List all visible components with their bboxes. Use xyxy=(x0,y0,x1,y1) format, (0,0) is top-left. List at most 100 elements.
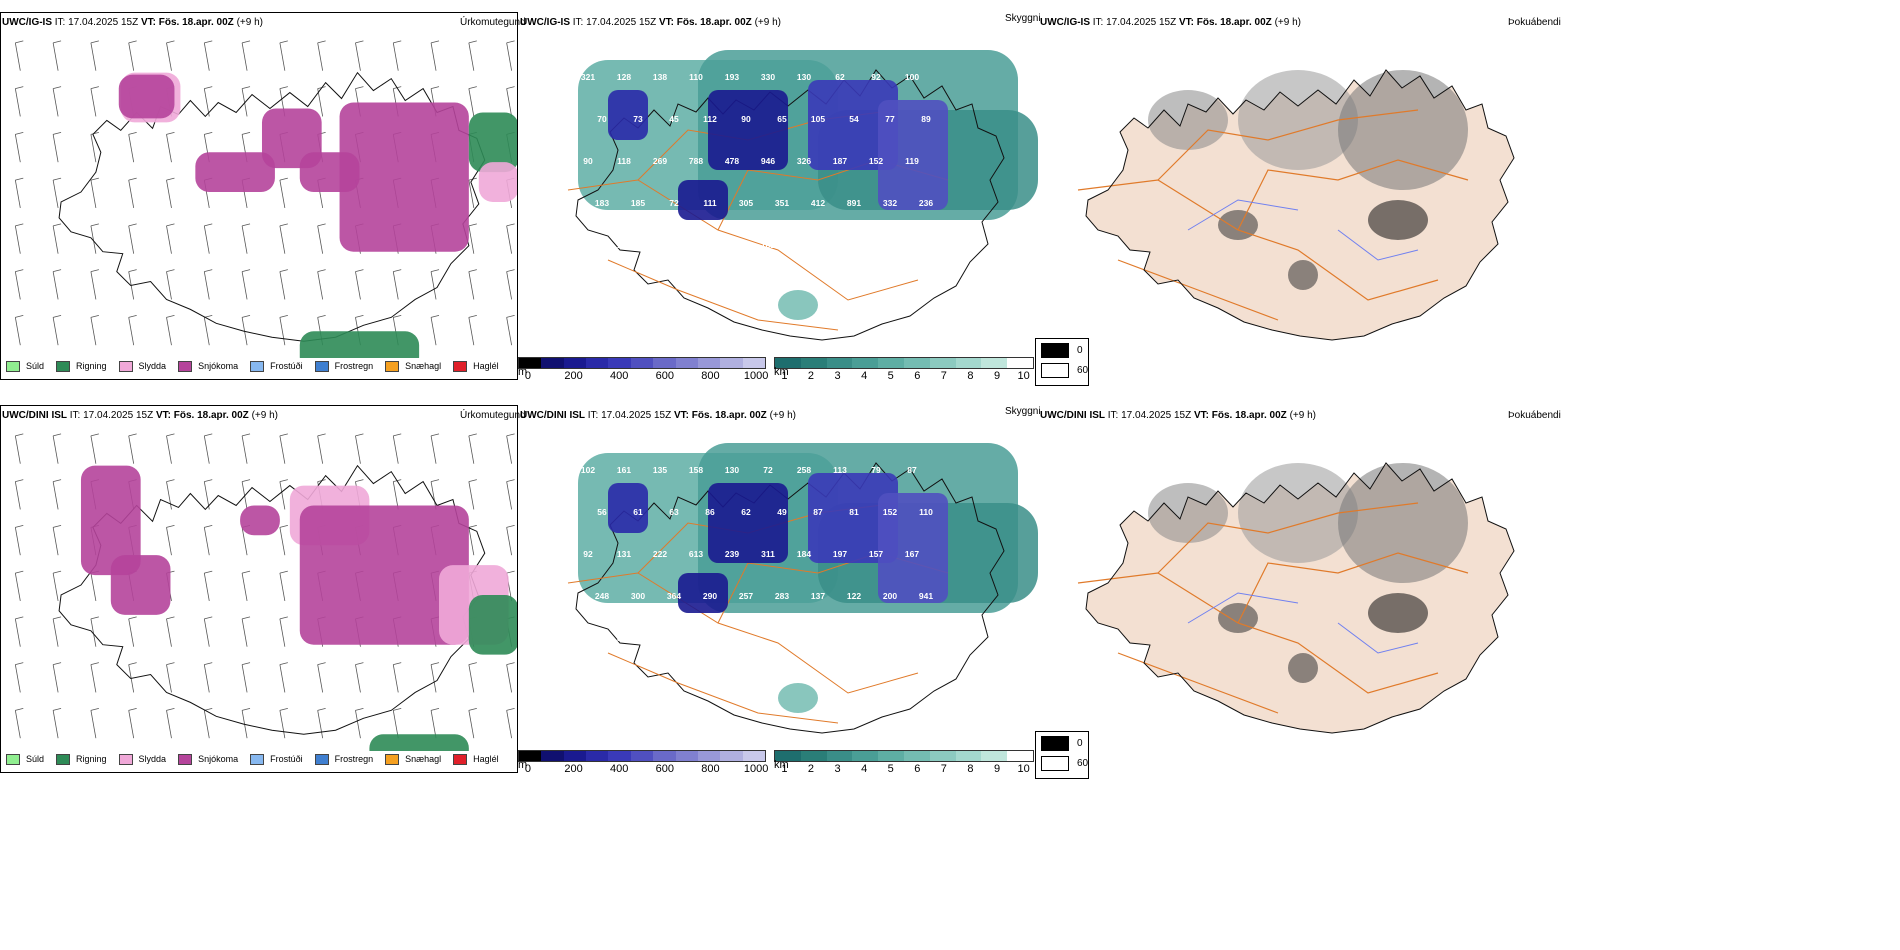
wind-barb-flag xyxy=(128,269,137,272)
wind-barb-shaft xyxy=(392,42,399,71)
ceiling-value-label: 167 xyxy=(905,549,919,559)
fog-cell xyxy=(1218,603,1258,633)
wind-barb-shaft xyxy=(279,710,286,739)
wind-barb-flag xyxy=(90,269,99,272)
colorbar-step xyxy=(720,751,743,761)
ceiling-panel-row1: UWC/IG-IS IT: 17.04.2025 15Z VT: Fös. 18… xyxy=(518,0,1089,386)
wind-barb xyxy=(203,662,213,693)
ceiling-value-label: 90 xyxy=(741,114,751,124)
offset-label: (+9 h) xyxy=(251,410,278,421)
wind-barb-shaft xyxy=(14,317,21,346)
wind-barb-flag xyxy=(90,86,99,89)
wind-barb-flag xyxy=(430,86,440,89)
wind-barb-flag xyxy=(90,177,99,181)
ceiling-value-label: 329 xyxy=(689,240,703,250)
river-line xyxy=(1187,592,1299,624)
wind-barb xyxy=(90,86,99,117)
colorbar-step xyxy=(563,751,587,761)
wind-barb-flag xyxy=(317,314,326,318)
wind-barb-flag xyxy=(393,40,402,44)
wind-barb-flag xyxy=(166,177,175,181)
wind-barb xyxy=(52,86,62,117)
road-line xyxy=(1237,552,1469,624)
precip-panel-row1: UWC/IG-IS IT: 17.04.2025 15Z VT: Fös. 18… xyxy=(0,0,526,380)
wind-barb xyxy=(317,223,326,254)
wind-barb xyxy=(468,662,477,693)
wind-barb xyxy=(506,223,515,254)
wind-barb xyxy=(430,433,440,464)
wind-barb-flag xyxy=(506,570,515,574)
wind-barb xyxy=(166,40,175,71)
wind-barb-flag xyxy=(128,433,137,437)
wind-barb-shaft xyxy=(166,225,172,254)
wind-barb-shaft xyxy=(14,618,21,647)
wind-barb-shaft xyxy=(52,527,59,556)
it-value: 17.04.2025 15Z xyxy=(586,17,657,28)
vt-label: VT: xyxy=(658,17,674,28)
fog-legend-row: 60 xyxy=(1041,363,1088,378)
it-label: IT: xyxy=(1107,410,1119,421)
colorbar-tick-label: 2 xyxy=(807,370,815,382)
wind-barb-shaft xyxy=(203,317,210,346)
wind-barb xyxy=(166,223,175,254)
colorbar-step xyxy=(586,358,609,368)
precip-cell xyxy=(299,152,360,193)
wind-barb-shaft xyxy=(203,88,210,117)
precip-legend-item: Haglél xyxy=(453,753,499,765)
wind-barb-shaft xyxy=(14,481,21,510)
wind-barb xyxy=(279,524,288,556)
wind-barb-flag xyxy=(355,662,364,665)
ceiling-value-label: 70 xyxy=(597,114,607,124)
wind-barb-flag xyxy=(53,479,62,482)
precip-legend-label: Snjókoma xyxy=(198,361,239,371)
wind-barb-flag xyxy=(317,707,326,711)
precip-legend-label: Snjókoma xyxy=(198,754,239,764)
wind-barb-shaft xyxy=(506,271,513,300)
ceiling-value-label: 239 xyxy=(725,549,739,559)
wind-barb-flag xyxy=(204,616,213,620)
wind-barb-shaft xyxy=(90,225,97,254)
fog-cell xyxy=(1218,210,1258,240)
wind-barb-flag xyxy=(279,40,288,44)
wind-barb-shaft xyxy=(90,88,97,117)
ceiling-value-label: 330 xyxy=(761,72,775,82)
precip-legend-swatch xyxy=(118,360,133,372)
wind-barb xyxy=(14,524,24,556)
ceiling-value-label: 102 xyxy=(581,465,595,475)
wind-barb-shaft xyxy=(279,618,286,647)
wind-barb xyxy=(203,616,213,647)
ceiling-labels: 321 128 138 110 193 330 130 62 92 100 70 73 45 112 90 6… xyxy=(581,72,933,250)
wind-barb-shaft xyxy=(430,710,437,739)
wind-barb-shaft xyxy=(279,481,286,510)
wind-barb-shaft xyxy=(166,42,172,71)
ceiling-value-label: 138 xyxy=(653,72,667,82)
precip-legend-label: Frostregn xyxy=(334,361,374,371)
colorbar-step xyxy=(720,358,743,368)
ceiling-value-label: 161 xyxy=(617,465,631,475)
precip-legend-label: Súld xyxy=(26,361,45,371)
wind-barb-shaft xyxy=(317,664,324,693)
colorbar-step xyxy=(519,358,542,368)
fog-cell xyxy=(1238,463,1358,563)
wind-barb xyxy=(14,662,24,693)
wind-barb-flag xyxy=(166,662,175,665)
offset-label: (+9 h) xyxy=(754,17,781,28)
wind-barb-flag xyxy=(128,662,137,665)
ceiling-value-label: 118 xyxy=(617,156,631,166)
wind-barb-shaft xyxy=(128,134,135,163)
fog-legend: 0 60 xyxy=(1035,338,1089,386)
wind-barb-shaft xyxy=(468,42,475,71)
wind-barb xyxy=(355,40,364,71)
precip-cell xyxy=(478,162,517,202)
wind-barb-flag xyxy=(15,86,24,89)
wind-barb-shaft xyxy=(317,435,324,464)
ceiling-colorbar: 0 200 400 600 800 1000 m xyxy=(518,750,768,776)
colorbar-tick-label: 0 xyxy=(524,370,531,382)
wind-barb-shaft xyxy=(430,42,437,71)
wind-barb-flag xyxy=(241,223,251,227)
wind-barb xyxy=(52,524,62,556)
road-line xyxy=(1077,179,1439,301)
ceiling-cell xyxy=(608,90,648,140)
visibility-colorbar-ramp xyxy=(774,750,1034,762)
precip-cell xyxy=(80,465,141,576)
